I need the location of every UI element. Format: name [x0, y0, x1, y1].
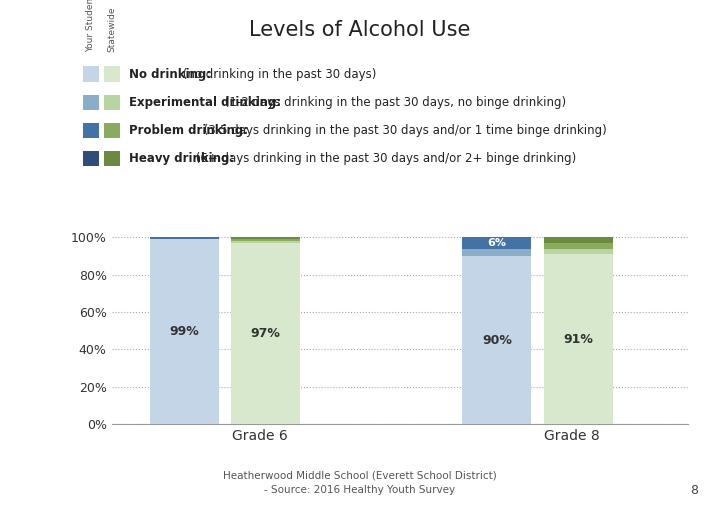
Bar: [231, 241, 300, 243]
Bar: [544, 249, 613, 254]
Text: Statewide: Statewide: [108, 7, 117, 52]
Bar: [231, 243, 300, 424]
Text: 6%: 6%: [487, 238, 506, 248]
Text: Heavy drinking:: Heavy drinking:: [129, 152, 234, 165]
Text: (6+ days drinking in the past 30 days and/or 2+ binge drinking): (6+ days drinking in the past 30 days an…: [192, 152, 576, 165]
Text: Levels of Alcohol Use: Levels of Alcohol Use: [249, 20, 471, 40]
Text: Problem drinking:: Problem drinking:: [129, 124, 248, 137]
Text: Your Students: Your Students: [86, 0, 95, 52]
Text: (1-2 days drinking in the past 30 days, no binge drinking): (1-2 days drinking in the past 30 days, …: [221, 96, 566, 109]
Text: 99%: 99%: [170, 325, 199, 338]
Text: 8: 8: [690, 484, 698, 497]
Bar: [150, 238, 219, 239]
Bar: [150, 239, 219, 424]
Text: Heatherwood Middle School (Everett School District)
- Source: 2016 Healthy Youth: Heatherwood Middle School (Everett Schoo…: [223, 471, 497, 495]
Bar: [231, 238, 300, 239]
Text: No drinking:: No drinking:: [129, 67, 211, 81]
Bar: [462, 256, 531, 424]
Bar: [544, 254, 613, 424]
Bar: [462, 238, 531, 249]
Text: 90%: 90%: [482, 334, 512, 346]
Bar: [462, 249, 531, 256]
Text: 91%: 91%: [563, 333, 593, 345]
Bar: [231, 239, 300, 241]
Text: (no drinking in the past 30 days): (no drinking in the past 30 days): [179, 67, 377, 81]
Text: 97%: 97%: [251, 327, 281, 340]
Bar: [544, 238, 613, 243]
Bar: [544, 243, 613, 249]
Text: (3-5 days drinking in the past 30 days and/or 1 time binge drinking): (3-5 days drinking in the past 30 days a…: [200, 124, 607, 137]
Text: Experimental drinking:: Experimental drinking:: [129, 96, 281, 109]
